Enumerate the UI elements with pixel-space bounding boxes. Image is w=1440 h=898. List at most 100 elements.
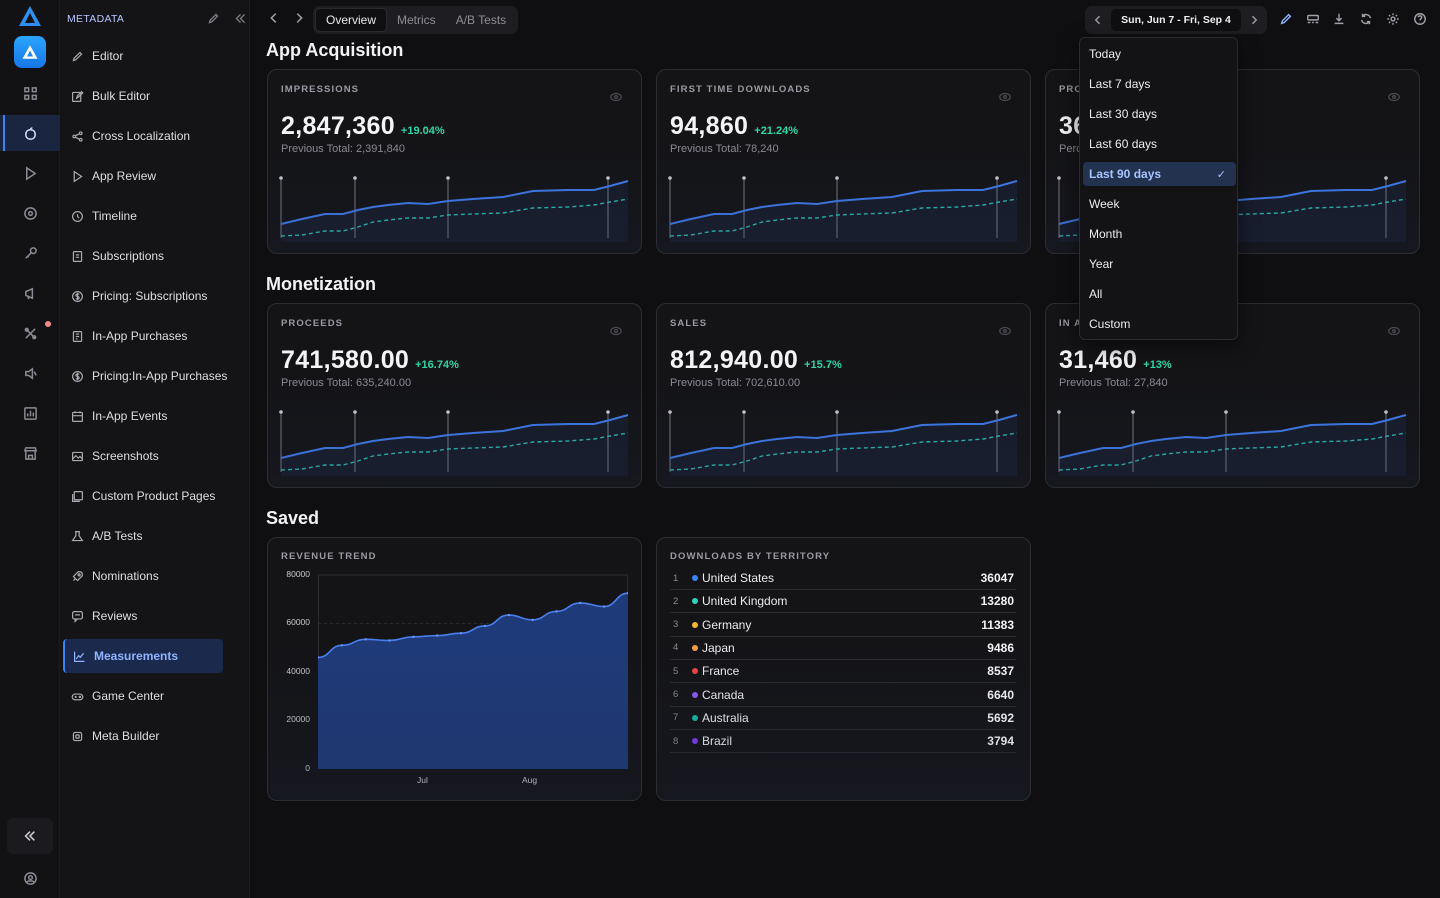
forward-button[interactable] bbox=[292, 11, 308, 27]
territory-card[interactable]: DOWNLOADS BY TERRITORY 1 United States 360… bbox=[656, 537, 1031, 801]
dropdown-option[interactable]: Custom bbox=[1083, 312, 1236, 336]
help-button[interactable] bbox=[1413, 12, 1429, 28]
rail-play-icon[interactable] bbox=[0, 155, 60, 191]
tab-ab-tests[interactable]: A/B Tests bbox=[455, 13, 507, 27]
table-row[interactable]: 5 France 8537 bbox=[670, 660, 1016, 684]
eye-icon[interactable] bbox=[1387, 324, 1401, 338]
sidebar-item-label: Nominations bbox=[92, 569, 159, 583]
option-label: Today bbox=[1089, 47, 1122, 61]
next-range-button[interactable] bbox=[1241, 14, 1267, 26]
sidebar-item-in-app-purchases[interactable]: In-App Purchases bbox=[63, 319, 223, 353]
sidebar-item-meta-builder[interactable]: Meta Builder bbox=[63, 719, 223, 753]
layout-button[interactable] bbox=[1306, 12, 1322, 28]
revenue-point[interactable] bbox=[318, 656, 320, 659]
eye-icon[interactable] bbox=[1387, 90, 1401, 104]
rail-metadata-icon[interactable] bbox=[0, 115, 60, 151]
edit-pencil-icon[interactable] bbox=[207, 12, 220, 25]
dropdown-option[interactable]: Last 7 days bbox=[1083, 72, 1236, 96]
revenue-point[interactable] bbox=[579, 601, 582, 605]
eye-icon[interactable] bbox=[609, 90, 623, 104]
legend-dot bbox=[692, 575, 698, 581]
sidebar-item-cross-localization[interactable]: Cross Localization bbox=[63, 119, 223, 153]
tab-metrics[interactable]: Metrics bbox=[397, 13, 436, 27]
previous-total: Previous Total: 635,240.00 bbox=[281, 377, 412, 389]
collapse-rail-button[interactable] bbox=[7, 818, 53, 854]
sidebar-item-bulk-editor[interactable]: Bulk Editor bbox=[63, 79, 223, 113]
revenue-point[interactable] bbox=[388, 639, 391, 642]
sidebar-item-measurements[interactable]: Measurements bbox=[63, 639, 223, 673]
table-row[interactable]: 4 Japan 9486 bbox=[670, 637, 1016, 660]
sidebar-item-reviews[interactable]: Reviews bbox=[63, 599, 223, 633]
rail-store-icon[interactable] bbox=[0, 435, 60, 471]
collapse-menu-icon[interactable] bbox=[234, 12, 247, 25]
rail-grid-icon[interactable] bbox=[0, 75, 60, 111]
dropdown-option[interactable]: Month bbox=[1083, 222, 1236, 246]
eye-icon[interactable] bbox=[998, 90, 1012, 104]
app-switcher-icon[interactable] bbox=[14, 36, 46, 68]
sidebar-item-timeline[interactable]: Timeline bbox=[63, 199, 223, 233]
settings-button[interactable] bbox=[1386, 12, 1402, 28]
date-range-value[interactable]: Sun, Jun 7 - Fri, Sep 4 bbox=[1111, 9, 1241, 31]
dropdown-option[interactable]: Last 90 days ✓ bbox=[1083, 162, 1236, 186]
sidebar-item-game-center[interactable]: Game Center bbox=[63, 679, 223, 713]
sidebar-item-nominations[interactable]: Nominations bbox=[63, 559, 223, 593]
menu-title: METADATA bbox=[67, 12, 125, 25]
rail-tools-icon[interactable] bbox=[0, 315, 60, 351]
prev-range-button[interactable] bbox=[1085, 14, 1111, 26]
rank: 3 bbox=[673, 619, 679, 631]
revenue-point[interactable] bbox=[459, 632, 463, 635]
back-button[interactable] bbox=[267, 11, 283, 27]
dropdown-option[interactable]: Week bbox=[1083, 192, 1236, 216]
sidebar-item-pricing-in-app-purchases[interactable]: Pricing:In-App Purchases bbox=[63, 359, 227, 393]
table-row[interactable]: 2 United Kingdom 13280 bbox=[670, 590, 1016, 614]
sidebar-item-custom-product-pages[interactable]: Custom Product Pages bbox=[63, 479, 223, 513]
rail-sound-icon[interactable] bbox=[0, 355, 60, 391]
revenue-point[interactable] bbox=[602, 605, 606, 608]
proceeds-card[interactable]: PROCEEDS 741,580.00 +16.74% Previous Tota… bbox=[267, 303, 642, 488]
sidebar-item-pricing-subscriptions[interactable]: Pricing: Subscriptions bbox=[63, 279, 223, 313]
revenue-point[interactable] bbox=[412, 635, 415, 639]
revenue-point[interactable] bbox=[626, 591, 628, 595]
sidebar-item-editor[interactable]: Editor bbox=[63, 39, 223, 73]
rail-key-icon[interactable] bbox=[0, 235, 60, 271]
table-row[interactable]: 6 Canada 6640 bbox=[670, 684, 1016, 707]
eye-icon[interactable] bbox=[609, 324, 623, 338]
sales-card[interactable]: SALES 812,940.00 +15.7% Previous Total: 7… bbox=[656, 303, 1031, 488]
dropdown-option[interactable]: Last 60 days bbox=[1083, 132, 1236, 156]
tab-overview[interactable]: Overview bbox=[315, 8, 388, 32]
table-row[interactable]: 8 Brazil 3794 bbox=[670, 730, 1016, 754]
rail-report-icon[interactable] bbox=[0, 395, 60, 431]
rank: 7 bbox=[673, 712, 679, 724]
revenue-point[interactable] bbox=[340, 644, 344, 647]
edit-button[interactable] bbox=[1279, 12, 1295, 28]
table-row[interactable]: 1 United States 36047 bbox=[670, 567, 1016, 590]
dropdown-option[interactable]: Year bbox=[1083, 252, 1236, 276]
revenue-point[interactable] bbox=[555, 610, 558, 613]
sidebar-item-screenshots[interactable]: Screenshots bbox=[63, 439, 223, 473]
downloads-card[interactable]: FIRST TIME DOWNLOADS 94,860 +21.24% Previ… bbox=[656, 69, 1031, 254]
rail-target-icon[interactable] bbox=[0, 195, 60, 231]
revenue-point[interactable] bbox=[436, 634, 439, 637]
download-button[interactable] bbox=[1332, 12, 1348, 28]
sidebar-item-a-b-tests[interactable]: A/B Tests bbox=[63, 519, 223, 553]
sidebar-item-in-app-events[interactable]: In-App Events bbox=[63, 399, 223, 433]
revenue-point[interactable] bbox=[364, 638, 367, 641]
rail-account-icon[interactable] bbox=[0, 860, 60, 896]
table-row[interactable]: 7 Australia 5692 bbox=[670, 707, 1016, 730]
revenue-trend-card[interactable]: REVENUE TREND 80000 60000 40000 20000 0 … bbox=[267, 537, 642, 801]
rail-megaphone-icon[interactable] bbox=[0, 275, 60, 311]
option-label: Year bbox=[1089, 257, 1114, 271]
impressions-card[interactable]: IMPRESSIONS 2,847,360 +19.04% Previous To… bbox=[267, 69, 642, 254]
dropdown-option[interactable]: Last 30 days bbox=[1083, 102, 1236, 126]
dropdown-option[interactable]: Today bbox=[1083, 42, 1236, 66]
refresh-button[interactable] bbox=[1359, 12, 1375, 28]
eye-icon[interactable] bbox=[998, 324, 1012, 338]
sidebar-item-app-review[interactable]: App Review bbox=[63, 159, 223, 193]
sidebar-item-subscriptions[interactable]: Subscriptions bbox=[63, 239, 223, 273]
dropdown-option[interactable]: All bbox=[1083, 282, 1236, 306]
chevron-right-icon bbox=[296, 13, 303, 23]
revenue-point[interactable] bbox=[531, 618, 534, 622]
table-row[interactable]: 3 Germany 11383 bbox=[670, 614, 1016, 637]
revenue-point[interactable] bbox=[507, 613, 510, 617]
revenue-point[interactable] bbox=[483, 624, 487, 628]
